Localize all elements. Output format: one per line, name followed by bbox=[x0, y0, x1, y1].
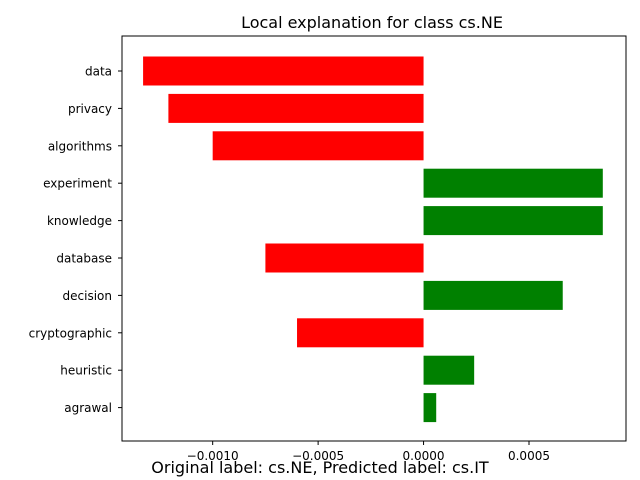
y-axis-ticks: data privacy algorithms experiment knowledge… bbox=[29, 65, 122, 415]
y-tick-label: agrawal bbox=[64, 401, 112, 415]
x-tick-label: 0.0005 bbox=[508, 449, 550, 463]
bar-heuristic bbox=[423, 355, 475, 385]
y-tick-label: cryptographic bbox=[29, 326, 112, 340]
y-tick-label: heuristic bbox=[60, 364, 112, 378]
bar-experiment bbox=[423, 168, 603, 198]
bar-data bbox=[143, 56, 424, 86]
bar-decision bbox=[423, 280, 563, 310]
y-tick-label: privacy bbox=[68, 102, 112, 116]
y-tick-label: data bbox=[85, 65, 112, 79]
bar-database bbox=[265, 243, 424, 273]
x-axis-ticks: −0.0010 −0.0005 0.0000 0.0005 bbox=[187, 441, 550, 463]
y-tick-label: knowledge bbox=[47, 214, 112, 228]
bar-agrawal bbox=[423, 393, 437, 423]
plot-frame bbox=[121, 35, 627, 442]
bar-cryptographic bbox=[297, 318, 424, 348]
y-tick-label: algorithms bbox=[48, 139, 112, 153]
x-tick-label: −0.0005 bbox=[292, 449, 344, 463]
x-tick-label: 0.0000 bbox=[403, 449, 445, 463]
x-tick-label: −0.0010 bbox=[187, 449, 239, 463]
y-tick-label: database bbox=[56, 252, 112, 266]
bar-knowledge bbox=[423, 206, 603, 236]
y-tick-label: decision bbox=[63, 289, 112, 303]
chart-title: Local explanation for class cs.NE bbox=[241, 13, 503, 32]
bar-privacy bbox=[168, 93, 424, 123]
label-caption: Original label: cs.NE, Predicted label: … bbox=[151, 458, 489, 477]
y-tick-label: experiment bbox=[43, 177, 112, 191]
bars-group bbox=[143, 56, 603, 423]
bar-algorithms bbox=[212, 131, 424, 161]
